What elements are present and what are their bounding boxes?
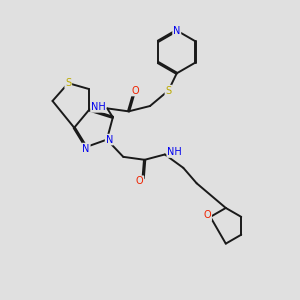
Text: O: O	[136, 176, 143, 186]
Text: N: N	[82, 143, 90, 154]
Text: S: S	[165, 85, 172, 96]
Text: NH: NH	[91, 102, 106, 112]
Text: S: S	[65, 78, 71, 88]
Text: N: N	[173, 26, 180, 35]
Text: O: O	[132, 85, 139, 96]
Text: O: O	[204, 210, 211, 220]
Text: NH: NH	[167, 147, 182, 157]
Text: N: N	[106, 135, 113, 145]
